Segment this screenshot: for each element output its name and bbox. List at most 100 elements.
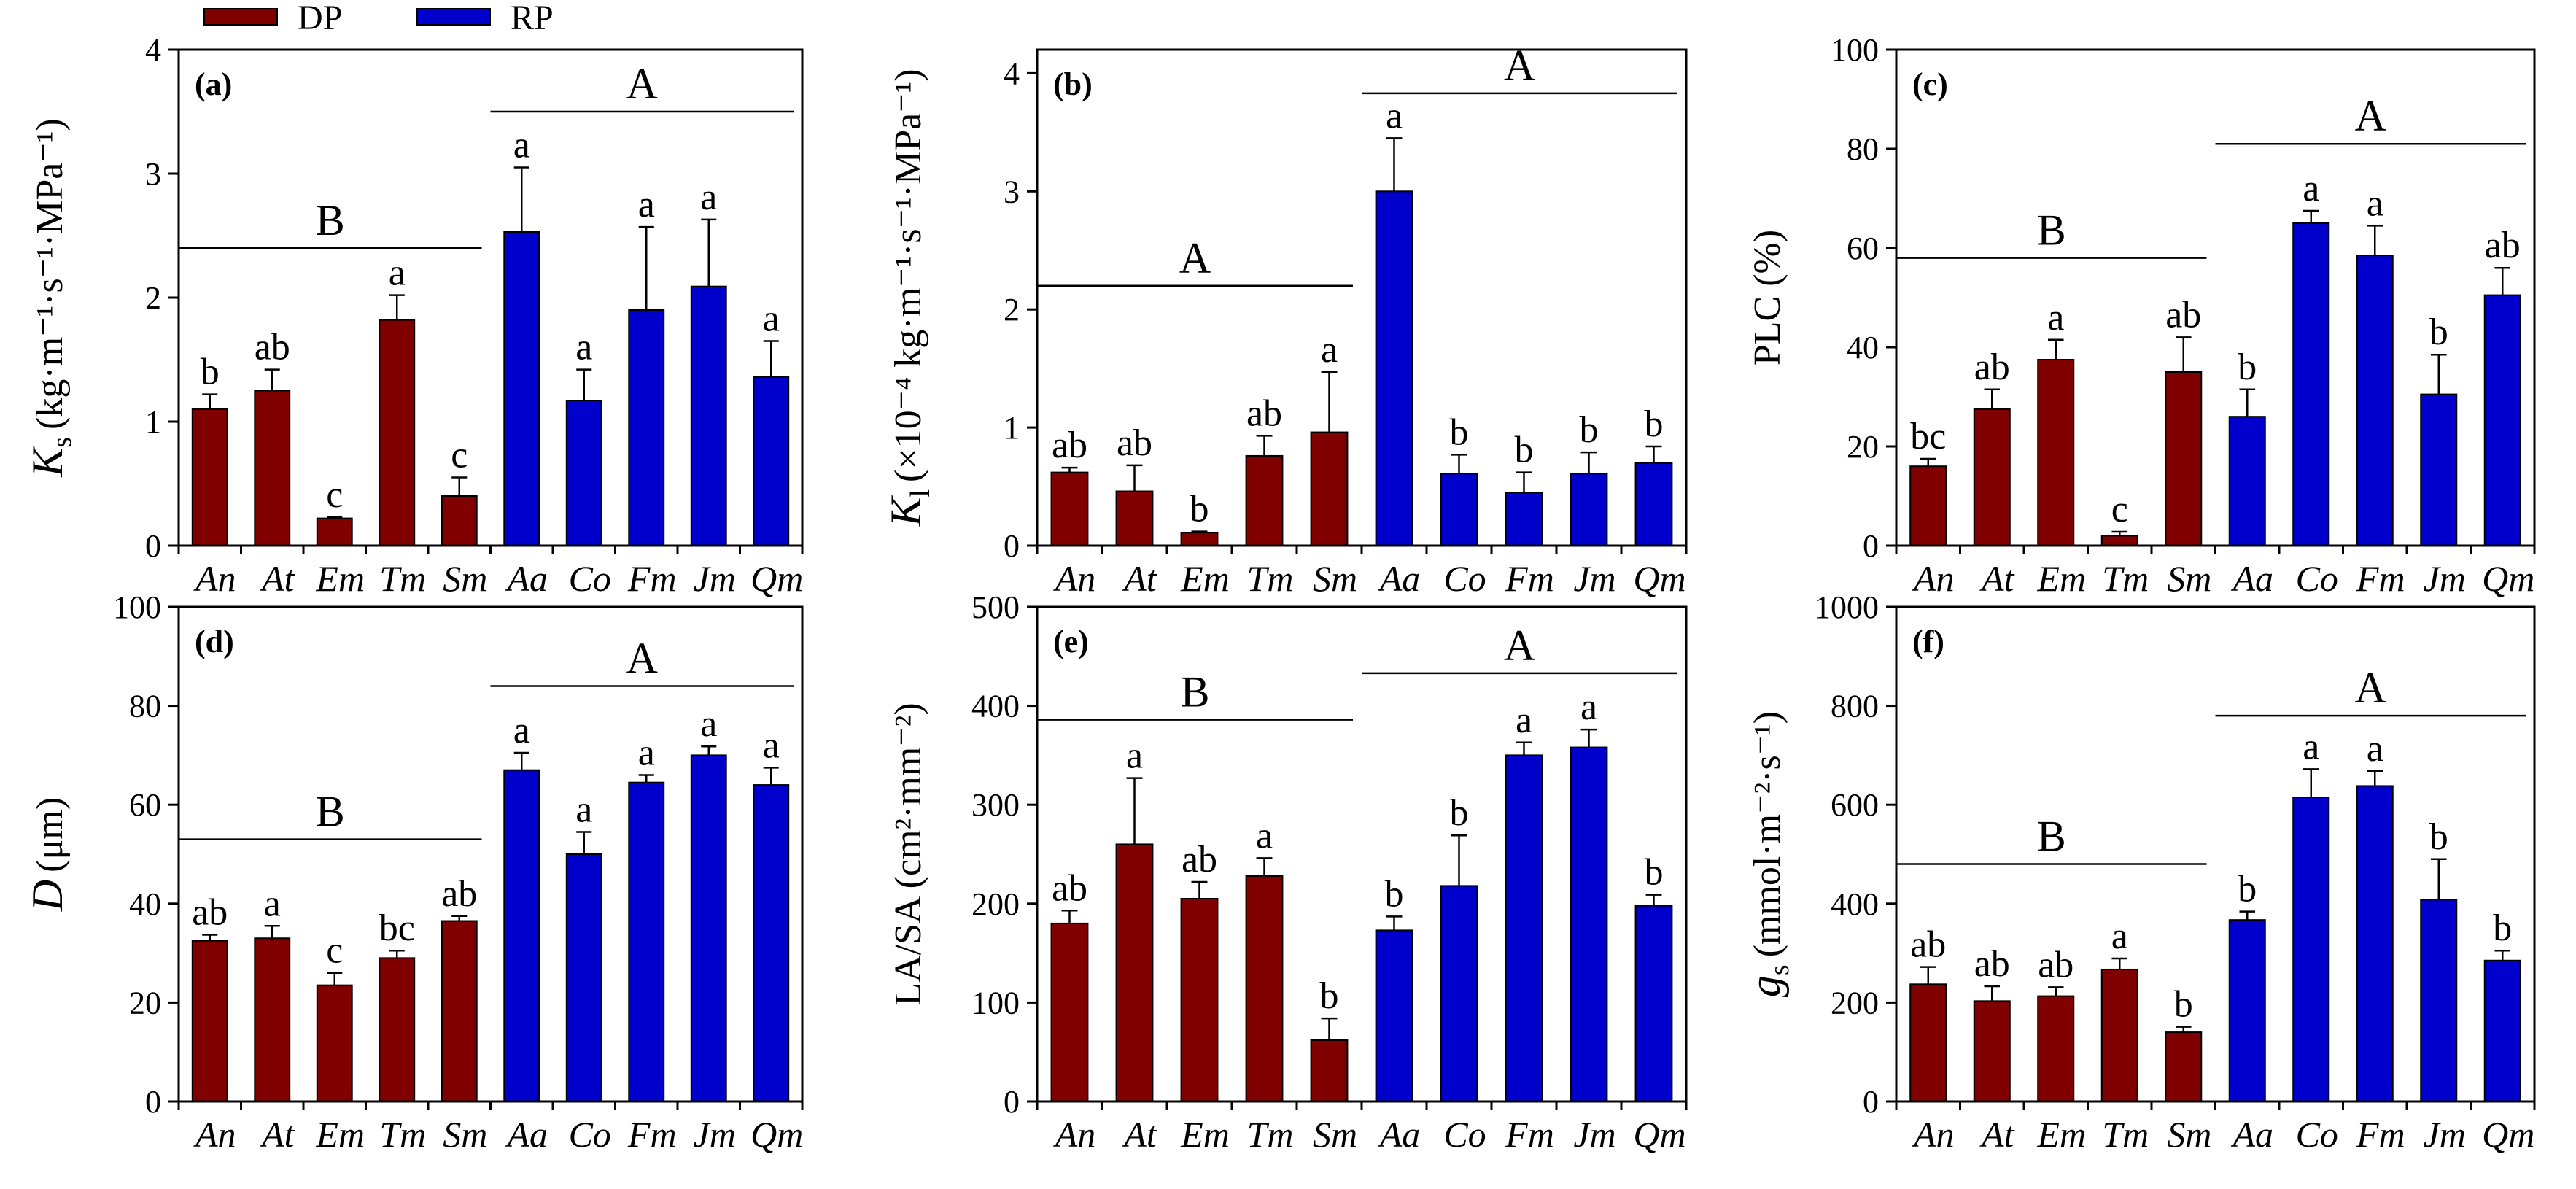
category-label: Tm	[1247, 1114, 1294, 1155]
significance-letter: c	[2111, 489, 2128, 530]
group-letter: A	[2355, 664, 2386, 712]
bar	[1909, 983, 1947, 1102]
bar	[2228, 919, 2266, 1102]
category-label: At	[260, 1114, 295, 1155]
category-label: Qm	[2482, 1114, 2534, 1155]
bar	[191, 408, 228, 546]
significance-letter: b	[201, 352, 220, 393]
category-label: At	[1122, 1114, 1157, 1155]
panel-label: (e)	[1053, 624, 1089, 659]
y-tick-label: 1	[145, 404, 161, 440]
bar	[2165, 1031, 2203, 1102]
y-tick-label: 100	[113, 589, 161, 625]
significance-letter: b	[1645, 403, 1664, 445]
bar	[753, 376, 790, 546]
significance-letter: a	[2367, 728, 2383, 770]
significance-letter: a	[1580, 686, 1597, 728]
category-label: An	[193, 558, 236, 599]
panel-label: (b)	[1053, 66, 1093, 102]
significance-letter: ab	[441, 873, 477, 915]
category-label: Jm	[1573, 558, 1615, 599]
bar	[2420, 899, 2458, 1102]
bar	[1973, 1000, 2011, 1102]
significance-letter: b	[1515, 430, 1534, 471]
category-label: Fm	[1505, 558, 1554, 599]
category-label: Em	[1180, 1114, 1230, 1155]
category-label: Em	[1180, 558, 1230, 599]
bar	[1375, 190, 1413, 546]
legend-swatch-dp	[203, 8, 278, 26]
significance-letter: b	[1450, 411, 1469, 453]
significance-letter: a	[1256, 815, 1273, 856]
bar	[1050, 922, 1089, 1103]
group-letter: A	[626, 634, 658, 682]
category-label: Qm	[750, 558, 803, 599]
significance-letter: a	[575, 789, 592, 830]
y-tick-label: 0	[1004, 528, 1020, 564]
panel-label: (f)	[1912, 624, 1944, 659]
significance-letter: b	[1320, 975, 1339, 1017]
bar	[2037, 995, 2075, 1103]
bar	[2165, 371, 2203, 546]
bar	[1310, 1039, 1349, 1102]
group-letter: B	[316, 788, 345, 836]
y-tick-label: 500	[971, 589, 1020, 625]
bar	[1973, 408, 2011, 546]
bar	[1505, 492, 1543, 547]
y-tick-label: 0	[1004, 1084, 1020, 1120]
category-label: Sm	[2167, 1114, 2211, 1155]
significance-letter: b	[2238, 346, 2257, 388]
category-label: Qm	[1633, 558, 1685, 599]
group-letter: B	[2037, 206, 2066, 255]
bar	[503, 231, 540, 546]
group-letter: A	[1504, 621, 1535, 670]
legend-label-dp: DP	[298, 0, 342, 37]
bar	[2356, 255, 2394, 546]
significance-letter: ab	[1052, 867, 1087, 909]
group-letter: B	[1180, 668, 1209, 716]
bar	[2100, 535, 2138, 547]
y-tick-label: 3	[145, 156, 161, 192]
bar	[1440, 885, 1478, 1102]
y-tick-label: 1000	[1815, 589, 1879, 625]
bar	[1634, 905, 1673, 1102]
y-axis-label: Ks(kg·m⁻¹·s⁻¹·MPa⁻¹)	[23, 118, 77, 477]
significance-letter: a	[2303, 726, 2319, 767]
bar	[2356, 785, 2394, 1103]
y-tick-label: 60	[129, 787, 161, 823]
y-tick-label: 100	[1831, 32, 1879, 68]
bar	[1050, 471, 1089, 546]
y-tick-label: 0	[1863, 1084, 1879, 1120]
category-label: Co	[2296, 1114, 2338, 1155]
category-label: Em	[315, 558, 365, 599]
bar	[1115, 843, 1154, 1102]
y-tick-label: 2	[145, 280, 161, 316]
significance-letter: a	[1516, 700, 1532, 741]
category-label: Em	[2036, 558, 2086, 599]
significance-letter: c	[451, 435, 468, 476]
y-tick-label: 60	[1847, 231, 1879, 266]
category-label: Tm	[379, 1114, 426, 1155]
category-label: Jm	[1573, 1114, 1615, 1155]
y-axis-label: Kl(×10⁻⁴ kg·m⁻¹·s⁻¹·MPa⁻¹)	[882, 69, 936, 527]
y-tick-label: 600	[1831, 787, 1879, 823]
chart-panel-6: ab An ab At ab Em a Tm b Sm b Aa a Co a Fm b Jm b Qm B A 0 200 4…	[1741, 589, 2536, 1155]
bar	[2037, 359, 2075, 546]
category-label: Fm	[1505, 1114, 1554, 1155]
legend-swatch-rp	[416, 8, 491, 26]
significance-letter: b	[1190, 489, 1209, 530]
panel-label: (d)	[195, 624, 234, 659]
group-letter: B	[316, 196, 345, 244]
bar	[1440, 473, 1478, 546]
significance-letter: b	[2429, 816, 2448, 858]
significance-letter: a	[2367, 182, 2383, 224]
bar	[1909, 465, 1947, 547]
bar	[690, 285, 727, 546]
y-axis-label: gs(mmol·m⁻²·s⁻¹)	[1741, 711, 1795, 997]
significance-letter: a	[763, 724, 780, 766]
bar	[628, 309, 665, 546]
y-tick-label: 300	[971, 787, 1020, 823]
legend-label-rp: RP	[511, 0, 554, 37]
category-label: At	[1122, 558, 1157, 599]
y-tick-label: 0	[145, 528, 161, 564]
